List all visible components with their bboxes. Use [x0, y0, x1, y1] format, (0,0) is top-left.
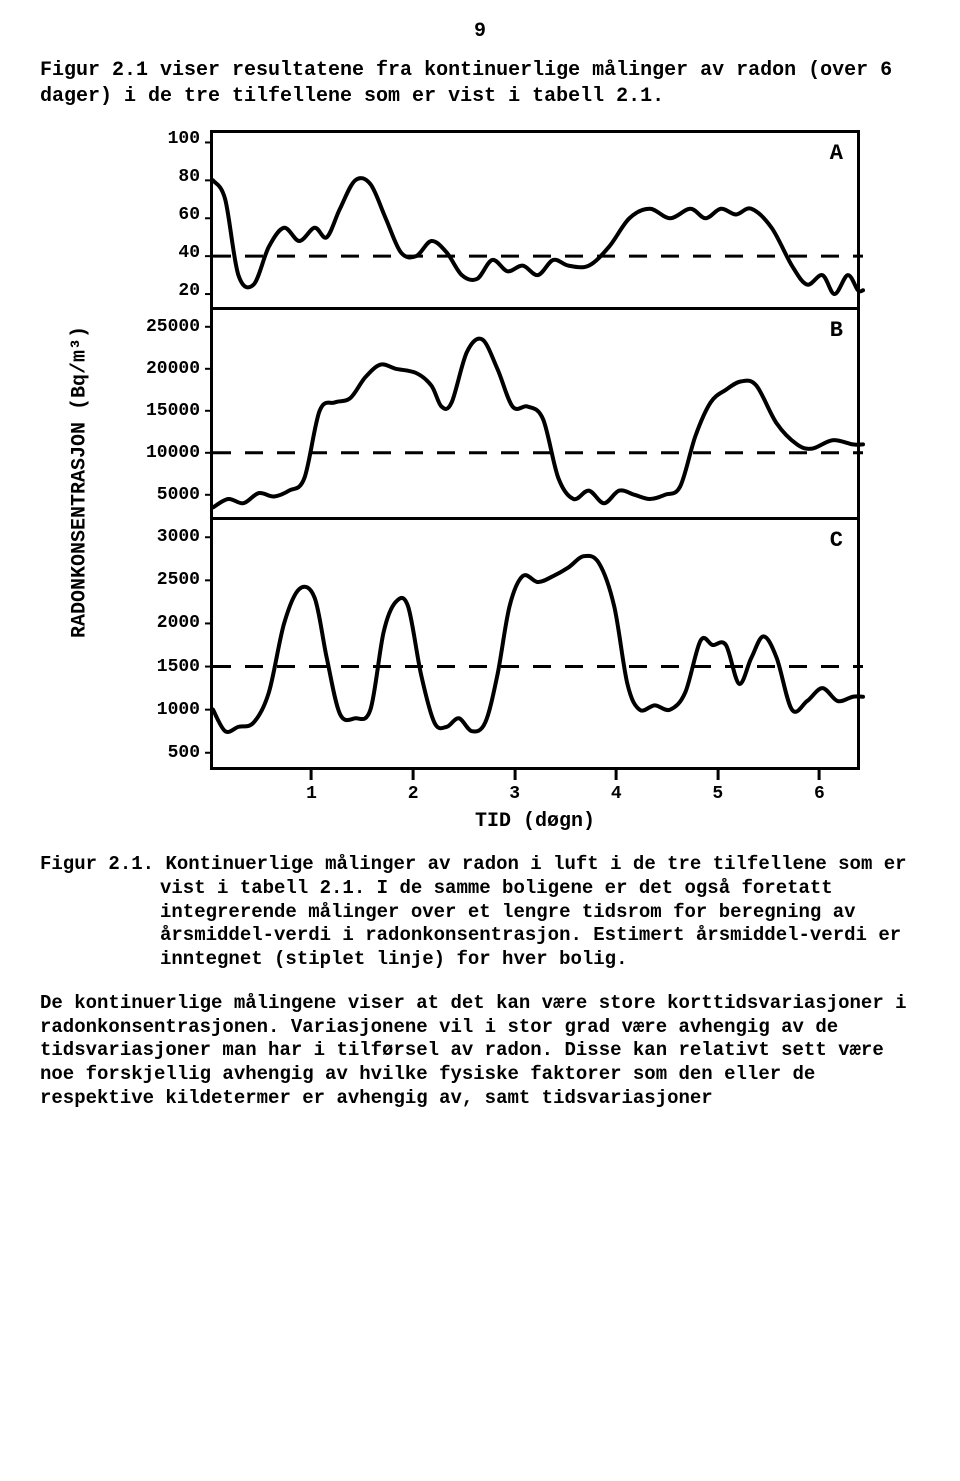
ytick-column: 20 40 60 80 100 — [120, 130, 210, 310]
panel-label: B — [830, 318, 843, 343]
ytick-label: 500 — [168, 743, 200, 763]
panel-row-b: 5000 10000 15000 20000 25000 B — [120, 310, 920, 520]
panel-a: A — [210, 130, 860, 310]
panel-row-a: 20 40 60 80 100 A — [120, 130, 920, 310]
xtick-label: 5 — [712, 784, 723, 804]
xtick-label: 6 — [814, 784, 825, 804]
ytick-label: 15000 — [146, 401, 200, 421]
panel-svg — [213, 133, 863, 313]
xaxis-row: 123456 — [120, 770, 920, 800]
ytick-label: 80 — [178, 167, 200, 187]
ytick-label: 60 — [178, 205, 200, 225]
panel-c: C — [210, 520, 860, 770]
xtick: 1 — [306, 770, 317, 804]
xtick: 6 — [814, 770, 825, 804]
ytick-label: 20 — [178, 281, 200, 301]
page-number: 9 — [40, 20, 920, 43]
caption-body: Kontinuerlige målinger av radon i luft i… — [160, 853, 907, 970]
xtick-label: 4 — [611, 784, 622, 804]
xtick-label: 2 — [408, 784, 419, 804]
caption-lead: Figur 2.1. — [40, 853, 154, 875]
series-line — [213, 339, 863, 508]
ytick-label: 10000 — [146, 443, 200, 463]
panel-row-c: 500 1000 1500 2000 2500 3000 C — [120, 520, 920, 770]
xtick: 2 — [408, 770, 419, 804]
ytick-label: 2000 — [157, 613, 200, 633]
xtick-label: 3 — [509, 784, 520, 804]
figure-caption: Figur 2.1. Kontinuerlige målinger av rad… — [40, 853, 920, 972]
body-paragraph: De kontinuerlige målingene viser at det … — [40, 992, 920, 1111]
ytick-label: 40 — [178, 243, 200, 263]
figure: RADONKONSENTRASJON (Bq/m³) 20406080100A5… — [120, 130, 920, 833]
series-line — [213, 178, 863, 294]
panel-b: B — [210, 310, 860, 520]
series-line — [213, 556, 863, 732]
panel-svg — [213, 310, 863, 520]
xtick: 4 — [611, 770, 622, 804]
ytick-label: 3000 — [157, 527, 200, 547]
intro-text: Figur 2.1 viser resultatene fra kontinue… — [40, 58, 920, 110]
y-axis-label: RADONKONSENTRASJON (Bq/m³) — [69, 325, 92, 637]
panel-svg — [213, 520, 863, 770]
ytick-label: 20000 — [146, 359, 200, 379]
ytick-label: 1000 — [157, 700, 200, 720]
xaxis: 123456 — [210, 770, 860, 800]
ytick-label: 25000 — [146, 317, 200, 337]
xtick: 5 — [712, 770, 723, 804]
ytick-label: 1500 — [157, 657, 200, 677]
xtick-label: 1 — [306, 784, 317, 804]
ytick-column: 5000 10000 15000 20000 25000 — [120, 310, 210, 520]
panel-label: C — [830, 528, 843, 553]
ytick-label: 100 — [168, 129, 200, 149]
panel-label: A — [830, 141, 843, 166]
ytick-label: 2500 — [157, 570, 200, 590]
xtick: 3 — [509, 770, 520, 804]
x-axis-label: TID (døgn) — [210, 810, 860, 833]
ytick-column: 500 1000 1500 2000 2500 3000 — [120, 520, 210, 770]
ytick-label: 5000 — [157, 485, 200, 505]
